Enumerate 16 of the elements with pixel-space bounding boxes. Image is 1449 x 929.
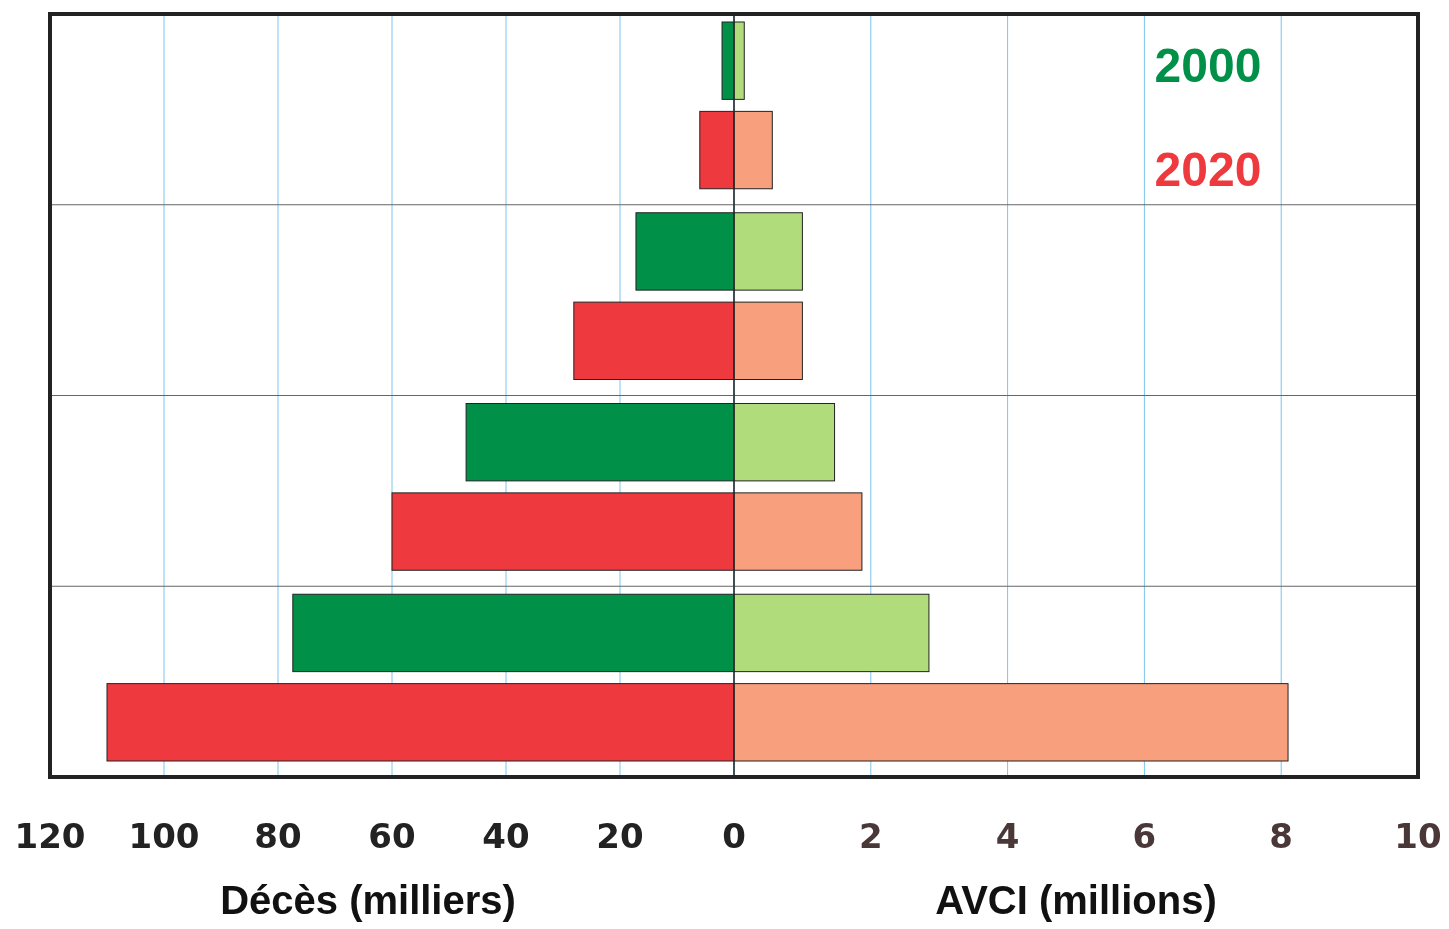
x-tick-label: 20 xyxy=(596,816,644,856)
x-tick-label: 8 xyxy=(1269,816,1294,856)
x-tick-label: 4 xyxy=(995,816,1020,856)
x-tick-label: 60 xyxy=(368,816,416,856)
x-tick-label: 2 xyxy=(858,816,883,856)
x-tick-label: 40 xyxy=(482,816,530,856)
x-tick-label: 80 xyxy=(254,816,302,856)
x-tick-label: 0 xyxy=(722,816,746,856)
text: 2000 xyxy=(1154,39,1262,92)
x-tick-label: 6 xyxy=(1132,816,1157,856)
x-tick-label: 120 xyxy=(14,816,86,856)
x-axis-title: AVCI (millions) xyxy=(935,878,1217,922)
x-tick-label: 10 xyxy=(1394,816,1442,856)
x-axis-title: Décès (milliers) xyxy=(220,878,516,922)
text: 2020 xyxy=(1154,143,1262,196)
x-tick-label: 100 xyxy=(128,816,200,856)
